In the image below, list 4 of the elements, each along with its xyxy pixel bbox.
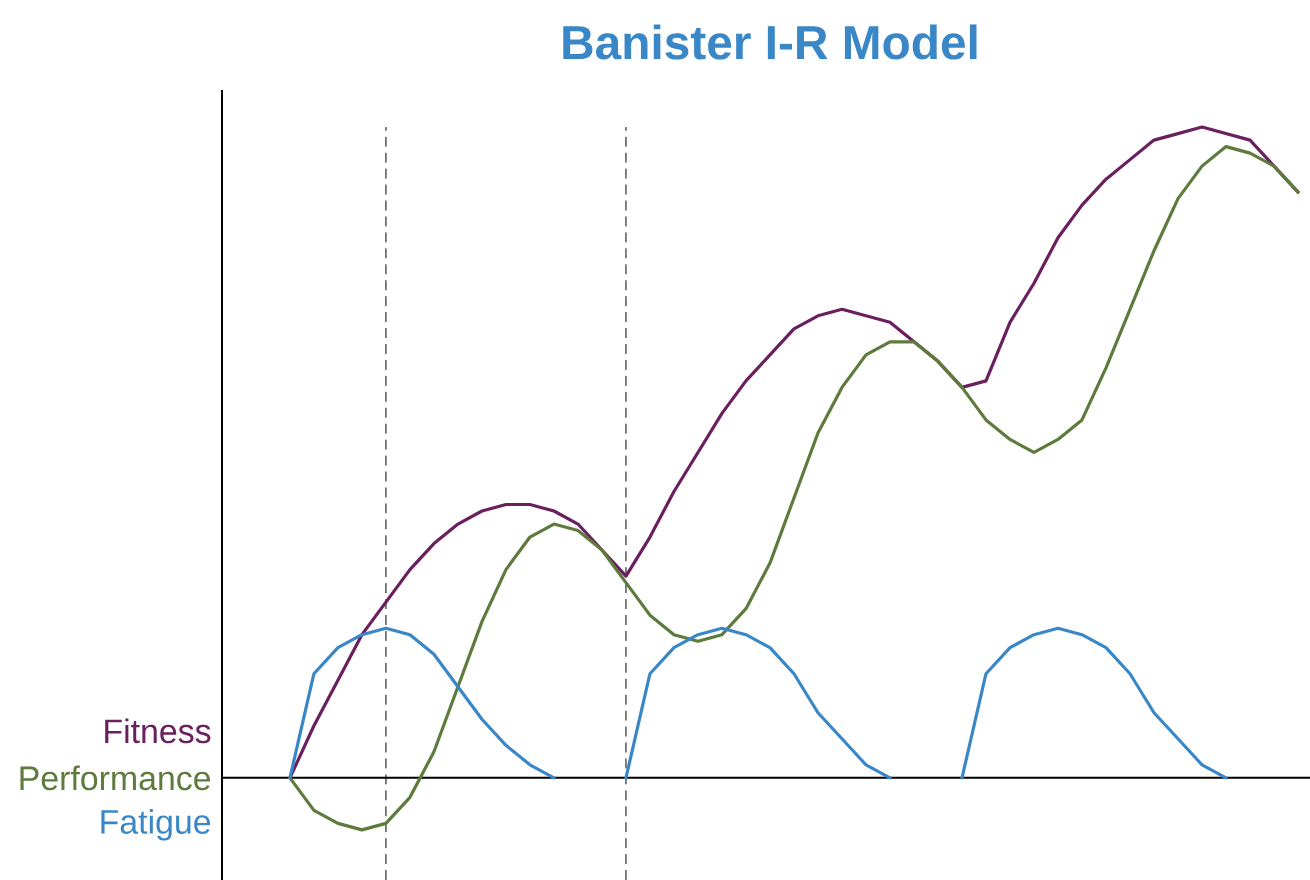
text: Fitness — [105, 718, 211, 744]
chart-title: Banister I-R Model — [563, 24, 977, 60]
text: Performance — [20, 765, 211, 791]
text: Fatigue — [101, 809, 211, 841]
